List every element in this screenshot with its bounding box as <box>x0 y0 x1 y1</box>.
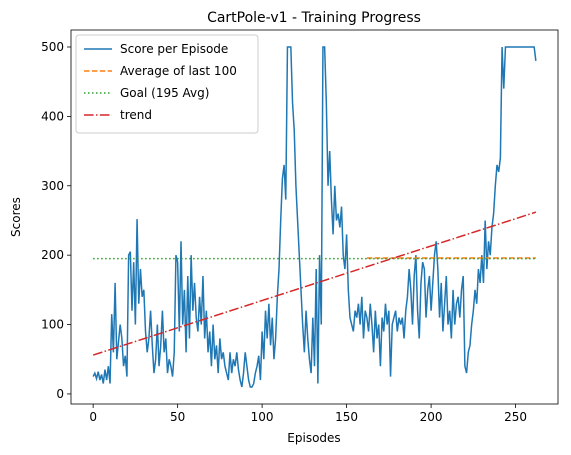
y-axis-label: Scores <box>9 197 23 237</box>
x-tick-label: 0 <box>89 410 97 424</box>
y-tick-label: 200 <box>41 248 64 262</box>
legend-label: Score per Episode <box>120 42 228 56</box>
y-tick-label: 100 <box>41 318 64 332</box>
series-line <box>92 46 537 388</box>
x-tick-label: 100 <box>251 410 274 424</box>
series-line <box>92 211 537 356</box>
x-tick-label: 50 <box>170 410 185 424</box>
x-tick-label: 250 <box>504 410 527 424</box>
y-tick-label: 300 <box>41 179 64 193</box>
y-tick-label: 500 <box>41 40 64 54</box>
legend-label: Average of last 100 <box>120 64 237 78</box>
plot-frame <box>70 29 559 405</box>
y-tick-label: 0 <box>56 387 64 401</box>
chart-title: CartPole-v1 - Training Progress <box>207 10 421 26</box>
legend-label: trend <box>120 108 152 122</box>
legend-box <box>75 34 259 134</box>
x-axis-label: Episodes <box>287 431 340 445</box>
x-tick-label: 150 <box>335 410 358 424</box>
legend-label: Goal (195 Avg) <box>120 86 209 100</box>
y-tick-label: 400 <box>41 109 64 123</box>
x-tick-label: 200 <box>420 410 443 424</box>
